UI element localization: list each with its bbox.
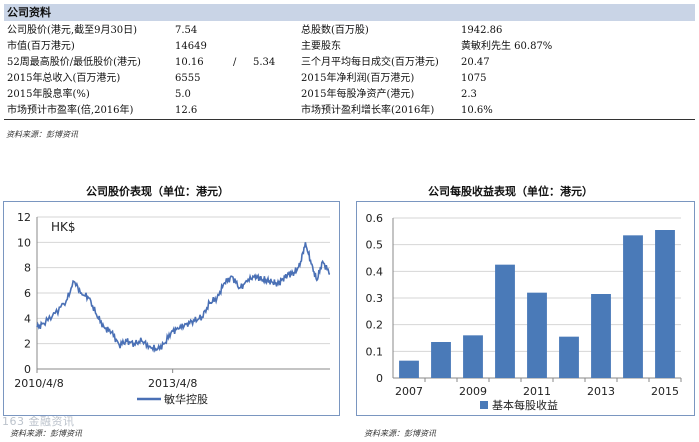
info-cell: 总股数(百万股) (301, 25, 369, 36)
source-note-right: 资料来源：彭博资讯 (364, 429, 436, 438)
info-cell (250, 39, 298, 55)
x-tick-label: 2009 (459, 385, 487, 398)
info-cell (250, 87, 298, 103)
info-cell: 12.6 (172, 103, 230, 120)
y-tick-label: 6 (24, 287, 31, 300)
info-row: 2015年总收入(百万港元) 6555 2015年净利润(百万港元) 1075 (4, 71, 695, 87)
info-cell (230, 39, 250, 55)
legend-swatch (480, 401, 488, 409)
legend-label: 敏华控股 (164, 392, 208, 406)
eps-chart: 0 0.1 0.2 0.3 0.4 0.5 0.6 2007 2009 2011 2013 2015 基… (356, 201, 695, 416)
info-cell (230, 71, 250, 87)
watermark-logo: 163 金融资讯 (2, 415, 75, 428)
y-tick-label: 0 (376, 372, 383, 385)
info-cell: / (233, 57, 237, 68)
eps-bar (559, 336, 579, 378)
info-cell: 2.3 (461, 89, 477, 100)
stock-price-svg: 0 2 4 6 8 10 12 HK$ 2010/4/8 2013/4/8 敏华控股 (14, 211, 331, 406)
eps-bar (527, 292, 547, 378)
info-cell: 市场预计盈利增长率(2016年) (298, 103, 458, 120)
info-cell: 10.6% (458, 103, 695, 120)
info-cell: 14649 (175, 41, 207, 52)
y-tick-label: 2 (24, 338, 31, 351)
company-info-table: 公司股价(港元,截至9月30日) 7.54 总股数(百万股) 1942.86 市值(百万… (4, 23, 695, 120)
info-cell: 公司股价(港元,截至9月30日) (7, 25, 138, 36)
info-cell: 20.47 (461, 57, 490, 68)
x-tick-label: 2013 (587, 385, 615, 398)
x-tick-label: 2013/4/8 (148, 377, 197, 390)
info-cell: 5.0 (175, 89, 191, 100)
stock-chart-title: 公司股价表现（单位：港元） (86, 185, 229, 198)
info-cell (230, 87, 250, 103)
info-cell: 10.16 (175, 57, 204, 68)
eps-bar (431, 342, 451, 378)
eps-bar (623, 235, 643, 378)
y-tick-label: 0.3 (366, 292, 384, 305)
eps-chart-title: 公司每股收益表现（单位：港元） (428, 185, 593, 198)
eps-bar (495, 264, 515, 378)
info-cell: 2015年股息率(%) (7, 89, 90, 100)
eps-bar (399, 360, 419, 378)
eps-bar-svg: 0 0.1 0.2 0.3 0.4 0.5 0.6 2007 2009 2011 2013 2015 基… (366, 212, 682, 412)
stock-price-chart: 0 2 4 6 8 10 12 HK$ 2010/4/8 2013/4/8 敏华控股 (3, 201, 340, 416)
info-cell: 5.34 (253, 57, 276, 68)
y-tick-label: 0.2 (366, 319, 384, 332)
legend-label: 基本每股收益 (492, 398, 558, 412)
source-note-left: 资料来源：彭博资讯 (10, 429, 82, 438)
info-cell (230, 103, 250, 120)
y-tick-label: 12 (17, 211, 31, 224)
y-tick-label: 0.6 (366, 212, 384, 225)
info-cell (250, 71, 298, 87)
info-cell: 黄敏利先生 60.87% (461, 41, 553, 52)
info-cell: 2015年总收入(百万港元) (7, 73, 121, 84)
info-cell: 三个月平均每日成交(百万港元) (301, 57, 439, 68)
info-cell: 2015年净利润(百万港元) (301, 73, 415, 84)
info-cell: 1075 (461, 73, 487, 84)
section-header: 公司资料 (4, 4, 695, 21)
x-tick-label: 2011 (523, 385, 551, 398)
info-row: 市场预计市盈率(倍,2016年) 12.6 市场预计盈利增长率(2016年) 10.6… (4, 103, 695, 120)
info-cell (230, 23, 250, 39)
y-tick-label: 0.1 (366, 345, 384, 358)
info-cell: 7.54 (175, 25, 198, 36)
info-row: 52周最高股价/最低股价(港元) 10.16 / 5.34 三个月平均每日成交(百万港元… (4, 55, 695, 71)
eps-bar (463, 335, 483, 378)
info-cell: 市场预计市盈率(倍,2016年) (4, 103, 172, 120)
info-cell: 市值(百万港元) (7, 41, 75, 52)
info-cell: 52周最高股价/最低股价(港元) (7, 57, 141, 68)
y-tick-label: 8 (24, 262, 31, 275)
y-tick-label: 10 (17, 236, 31, 249)
y-tick-label: 0 (24, 363, 31, 376)
info-row: 公司股价(港元,截至9月30日) 7.54 总股数(百万股) 1942.86 (4, 23, 695, 39)
info-cell: 1942.86 (461, 25, 503, 36)
source-note-top: 资料来源：彭博资讯 (6, 130, 78, 139)
unit-label: HK$ (51, 220, 76, 234)
price-line (36, 242, 331, 353)
x-tick-label: 2007 (395, 385, 423, 398)
y-tick-label: 0.4 (366, 265, 384, 278)
x-tick-label: 2010/4/8 (14, 377, 63, 390)
y-tick-label: 0.5 (366, 239, 384, 252)
info-cell: 2015年每股净资产(港元) (301, 89, 415, 100)
y-tick-label: 4 (24, 312, 31, 325)
eps-bar (591, 294, 611, 378)
info-cell (250, 103, 298, 120)
eps-bar (655, 230, 675, 378)
info-row: 市值(百万港元) 14649 主要股东 黄敏利先生 60.87% (4, 39, 695, 55)
x-tick-label: 2015 (651, 385, 679, 398)
info-cell: 主要股东 (301, 41, 341, 52)
info-cell (250, 23, 298, 39)
info-row: 2015年股息率(%) 5.0 2015年每股净资产(港元) 2.3 (4, 87, 695, 103)
info-cell: 6555 (175, 73, 201, 84)
